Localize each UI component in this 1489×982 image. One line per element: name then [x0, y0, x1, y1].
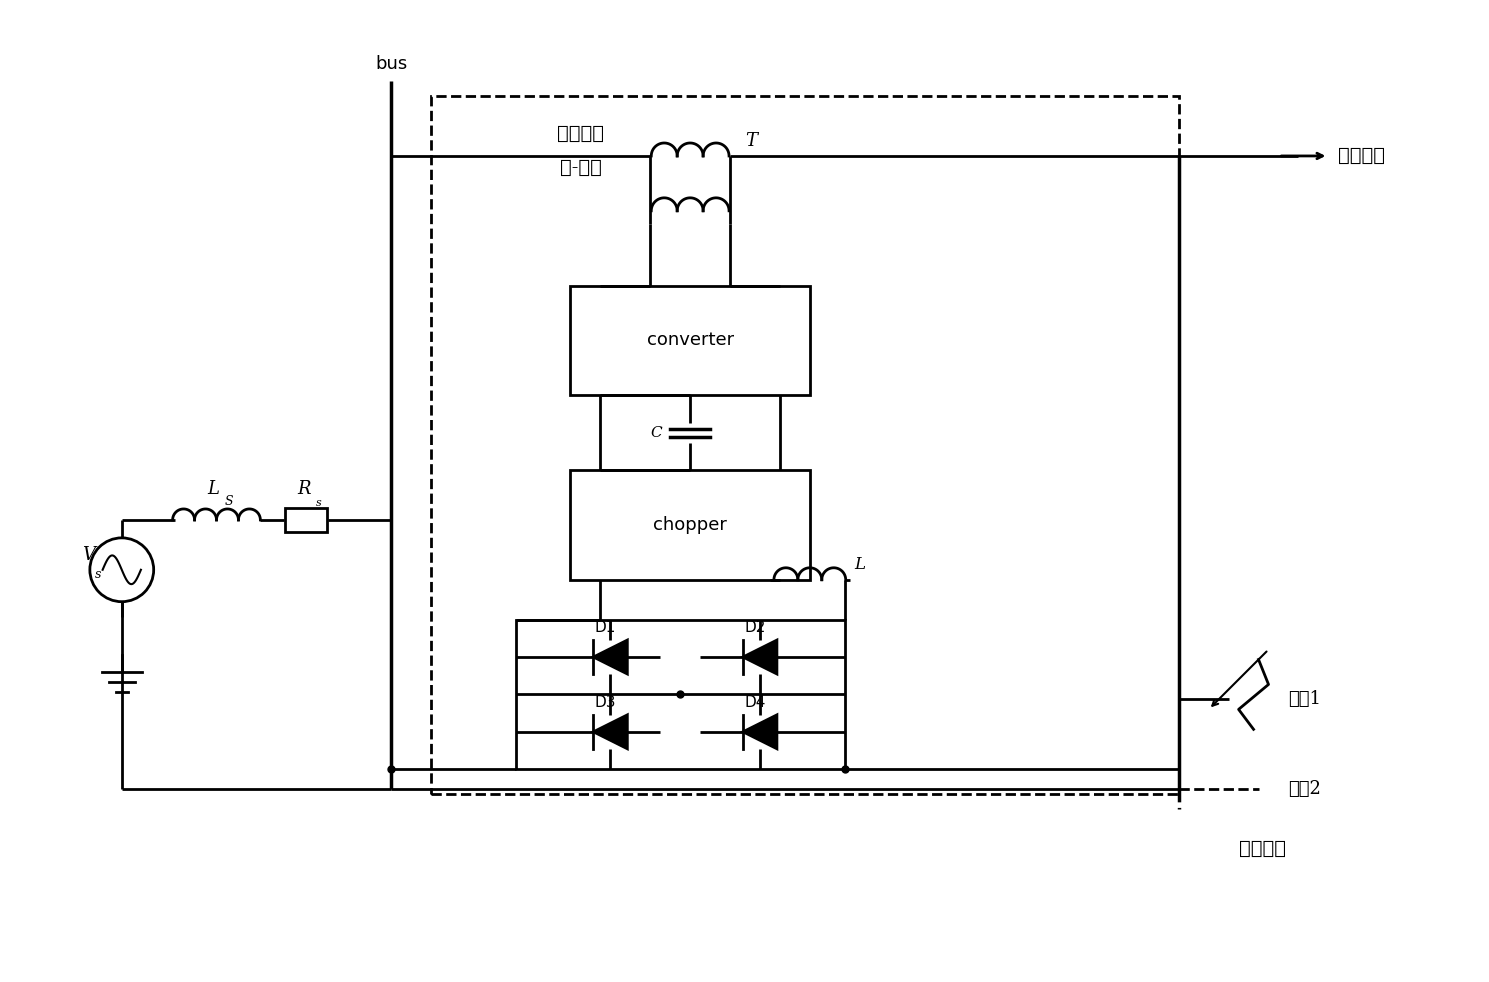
Text: L: L — [207, 480, 219, 498]
Polygon shape — [743, 640, 777, 674]
Bar — [570, 286, 810, 396]
Text: chopper: chopper — [654, 516, 727, 534]
Polygon shape — [743, 715, 777, 748]
Text: 馈线2: 馈线2 — [1288, 780, 1321, 798]
Text: bus: bus — [375, 55, 406, 74]
Text: 敏感负载: 敏感负载 — [1339, 147, 1385, 165]
Text: converter: converter — [646, 332, 734, 350]
Text: C: C — [651, 425, 663, 440]
Text: s: s — [316, 498, 322, 508]
Bar — [430, 96, 1179, 794]
Text: 馈线1: 馈线1 — [1288, 690, 1321, 708]
Text: D1: D1 — [594, 620, 616, 635]
Text: L: L — [855, 556, 865, 573]
Text: 流-储能: 流-储能 — [560, 159, 602, 177]
Text: V: V — [82, 546, 95, 564]
Text: S: S — [225, 495, 234, 508]
Bar — [515, 620, 844, 769]
Bar — [286, 508, 328, 532]
Text: 普通负载: 普通负载 — [1239, 840, 1285, 858]
Polygon shape — [594, 715, 627, 748]
Polygon shape — [594, 640, 627, 674]
Text: D2: D2 — [744, 620, 765, 635]
Bar — [570, 470, 810, 579]
Text: T: T — [744, 132, 756, 150]
Text: D4: D4 — [744, 695, 765, 710]
Text: R: R — [298, 480, 311, 498]
Text: s: s — [95, 569, 101, 581]
Text: D3: D3 — [594, 695, 616, 710]
Text: 桥路型限: 桥路型限 — [557, 125, 605, 143]
